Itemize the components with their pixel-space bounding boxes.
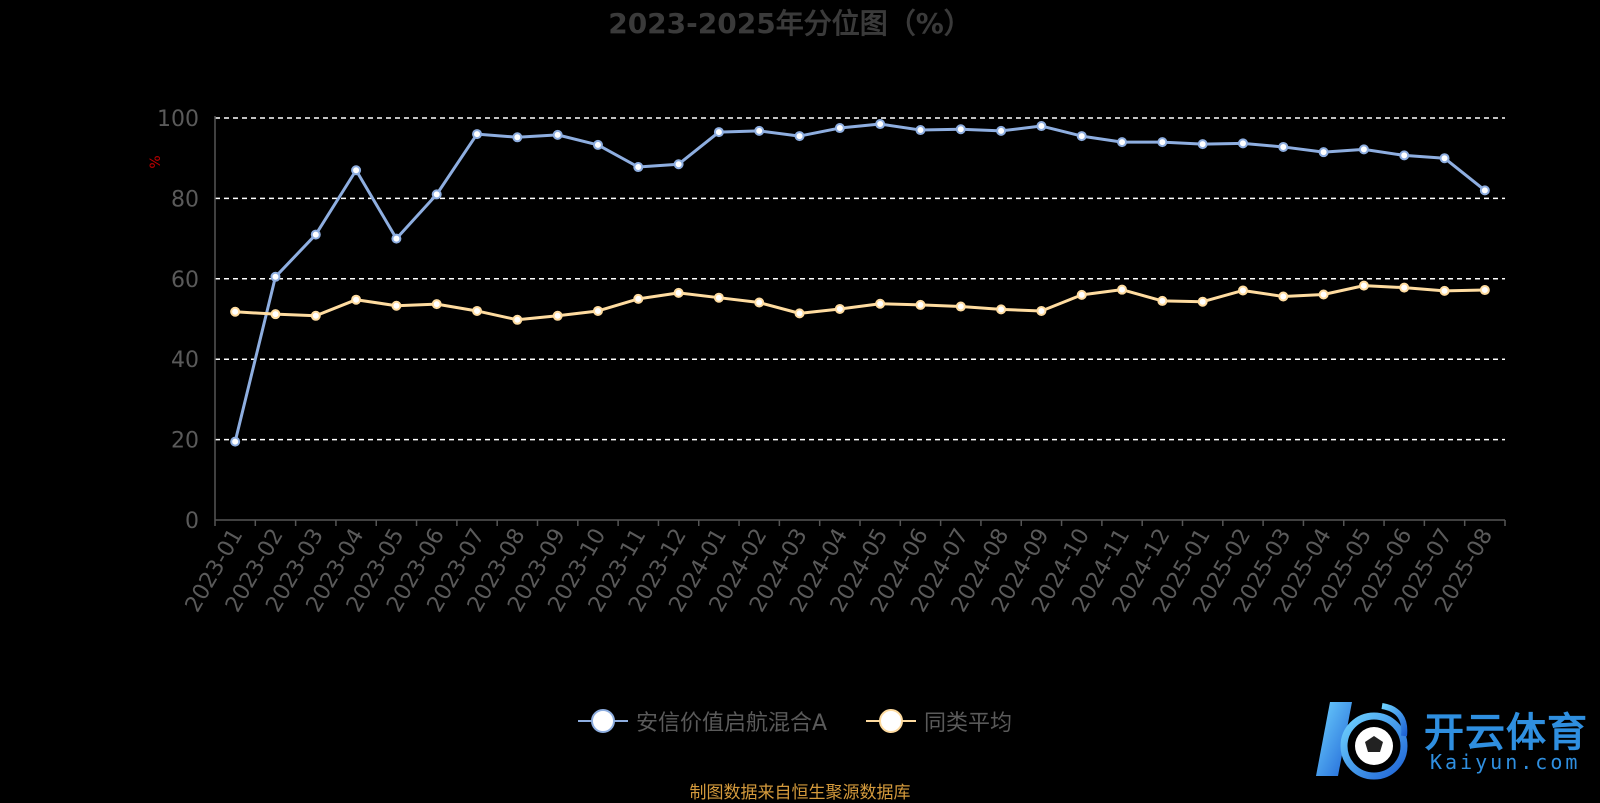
data-point[interactable] — [1399, 150, 1410, 161]
data-point[interactable] — [875, 298, 886, 309]
data-point[interactable] — [955, 301, 966, 312]
data-point[interactable] — [310, 229, 321, 240]
data-point[interactable] — [713, 292, 724, 303]
data-point[interactable] — [1197, 139, 1208, 150]
data-point[interactable] — [1278, 141, 1289, 152]
y-tick-label: 40 — [171, 348, 199, 373]
series-line-0 — [233, 122, 1486, 442]
data-point[interactable] — [1358, 280, 1369, 291]
data-point[interactable] — [1318, 289, 1329, 300]
data-point[interactable] — [1237, 285, 1248, 296]
data-point[interactable] — [713, 127, 724, 138]
data-point[interactable] — [754, 125, 765, 136]
legend-label-fund: 安信价值启航混合A — [636, 711, 828, 736]
series-line-1 — [235, 284, 1485, 322]
series-0 — [230, 119, 1490, 447]
data-point[interactable] — [1117, 284, 1128, 295]
legend: 安信价值启航混合A 同类平均 — [0, 706, 1600, 736]
data-source-note: 制图数据来自恒生聚源数据库 — [689, 783, 911, 803]
watermark-brand-text: 开云体育 — [1424, 710, 1588, 756]
data-point[interactable] — [1318, 147, 1329, 158]
data-point[interactable] — [270, 309, 281, 320]
data-point[interactable] — [673, 287, 684, 298]
series-lines — [230, 119, 1490, 447]
legend-item-fund[interactable]: 安信价值启航混合A — [578, 706, 827, 736]
data-point[interactable] — [230, 436, 241, 447]
data-point[interactable] — [834, 123, 845, 134]
data-point[interactable] — [1076, 131, 1087, 142]
data-point[interactable] — [633, 162, 644, 173]
legend-item-category-average[interactable]: 同类平均 — [866, 706, 1012, 736]
data-point[interactable] — [1479, 285, 1490, 296]
y-tick-label: 0 — [185, 509, 199, 534]
data-point[interactable] — [915, 125, 926, 136]
data-point[interactable] — [230, 306, 241, 317]
data-point[interactable] — [1358, 144, 1369, 155]
data-point[interactable] — [310, 310, 321, 321]
data-point[interactable] — [1439, 153, 1450, 164]
data-point[interactable] — [673, 159, 684, 170]
data-point[interactable] — [472, 129, 483, 140]
data-point[interactable] — [431, 189, 442, 200]
data-point[interactable] — [270, 271, 281, 282]
watermark-domain-text: Kaiyun.com — [1430, 750, 1581, 774]
legend-label-category-average: 同类平均 — [924, 711, 1013, 736]
data-point[interactable] — [512, 314, 523, 325]
data-point[interactable] — [431, 299, 442, 310]
data-point[interactable] — [754, 297, 765, 308]
y-axis-unit-label: % — [148, 155, 164, 168]
legend-swatch-fund — [578, 706, 628, 736]
data-point[interactable] — [512, 132, 523, 143]
data-point[interactable] — [955, 124, 966, 135]
data-point[interactable] — [592, 139, 603, 150]
data-point[interactable] — [915, 299, 926, 310]
data-point[interactable] — [996, 125, 1007, 136]
data-point[interactable] — [794, 131, 805, 142]
data-point[interactable] — [834, 303, 845, 314]
series-1 — [230, 280, 1490, 325]
data-point[interactable] — [794, 308, 805, 319]
data-point[interactable] — [1036, 121, 1047, 132]
y-tick-label: 20 — [171, 429, 199, 454]
y-tick-label: 100 — [157, 107, 199, 132]
data-point[interactable] — [1157, 295, 1168, 306]
data-point[interactable] — [552, 129, 563, 140]
data-point[interactable] — [1439, 285, 1450, 296]
data-point[interactable] — [351, 294, 362, 305]
gridlines — [215, 117, 1505, 441]
data-point[interactable] — [633, 293, 644, 304]
data-point[interactable] — [1237, 138, 1248, 149]
data-point[interactable] — [391, 233, 402, 244]
y-tick-label: 80 — [171, 187, 199, 212]
data-point[interactable] — [1076, 289, 1087, 300]
data-point[interactable] — [1117, 137, 1128, 148]
data-point[interactable] — [592, 305, 603, 316]
data-point[interactable] — [1278, 291, 1289, 302]
axes: 0204060801002023-012023-022023-032023-04… — [157, 107, 1506, 617]
data-point[interactable] — [1479, 185, 1490, 196]
data-point[interactable] — [472, 305, 483, 316]
data-point[interactable] — [1197, 296, 1208, 307]
data-point[interactable] — [1399, 282, 1410, 293]
legend-swatch-category-average — [866, 706, 916, 736]
data-point[interactable] — [1036, 305, 1047, 316]
data-point[interactable] — [996, 304, 1007, 315]
watermark-logo: 开云体育 Kaiyun.com — [1312, 696, 1592, 782]
data-point[interactable] — [351, 165, 362, 176]
chart-title: 2023-2025年分位图（%） — [608, 7, 972, 40]
soccer-ball-logo-icon — [1316, 702, 1408, 780]
y-tick-label: 60 — [171, 268, 199, 293]
data-point[interactable] — [552, 310, 563, 321]
data-point[interactable] — [391, 300, 402, 311]
data-point[interactable] — [1157, 137, 1168, 148]
data-point[interactable] — [875, 119, 886, 130]
